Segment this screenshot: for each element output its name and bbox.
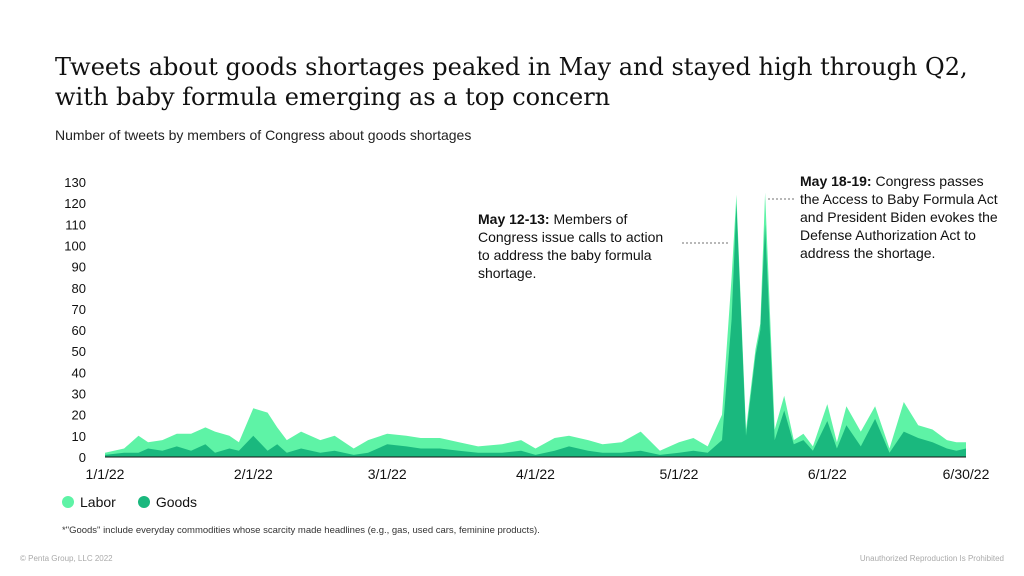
y-tick-label: 10 [72, 429, 86, 444]
series-area-goods [105, 203, 966, 457]
x-tick-label: 3/1/22 [368, 466, 407, 482]
y-tick-label: 110 [65, 217, 86, 232]
annotation-text: Congress passes the Access to Baby Formu… [800, 173, 998, 261]
y-tick-label: 40 [72, 365, 86, 380]
legend-swatch-labor [62, 496, 74, 508]
y-tick-label: 60 [72, 323, 86, 338]
y-tick-label: 90 [72, 260, 86, 275]
annotation-may-18-19: May 18-19: Congress passes the Access to… [800, 172, 1000, 262]
annotation-date: May 12-13: [478, 211, 550, 227]
x-axis: 1/1/22 2/1/22 3/1/22 4/1/22 5/1/22 6/1/22 6/30… [86, 456, 990, 482]
x-tick-label: 6/1/22 [808, 466, 847, 482]
annotation-may-12-13: May 12-13: Members of Congress issue cal… [478, 210, 678, 282]
x-tick-label: 4/1/22 [516, 466, 555, 482]
copyright: © Penta Group, LLC 2022 [20, 554, 113, 563]
legend-item-labor: Labor [62, 494, 116, 510]
legend-swatch-goods [137, 496, 150, 508]
y-tick-label: 30 [72, 387, 86, 402]
chart-legend: Labor Goods [62, 494, 211, 510]
annotation-date: May 18-19: [800, 173, 872, 189]
x-tick-label: 2/1/22 [234, 466, 273, 482]
y-tick-label: 130 [64, 175, 86, 190]
y-tick-label: 120 [64, 196, 86, 211]
y-tick-label: 80 [72, 281, 86, 296]
y-axis: 0 10 20 30 40 50 60 70 80 90 100 110 120 130 [64, 175, 86, 465]
y-tick-label: 50 [72, 344, 86, 359]
footnote: *"Goods" include everyday commodities wh… [62, 525, 540, 536]
chart-title: Tweets about goods shortages peaked in M… [55, 53, 968, 111]
y-tick-label: 20 [72, 408, 86, 423]
annotation-leaders [682, 198, 796, 244]
y-tick-label: 100 [64, 238, 86, 253]
y-tick-label: 0 [79, 450, 86, 465]
legend-item-goods: Goods [137, 494, 198, 510]
legend-label: Goods [155, 494, 198, 510]
chart-subtitle: Number of tweets by members of Congress … [55, 127, 472, 143]
series-area-labor [105, 192, 966, 457]
legend-label: Labor [80, 494, 116, 510]
rights-notice: Unauthorized Reproduction Is Prohibited [859, 554, 1004, 563]
x-tick-label: 5/1/22 [660, 466, 699, 482]
x-tick-label: 6/30/22 [943, 466, 990, 482]
annotation-text: Members of Congress issue calls to actio… [478, 211, 664, 281]
x-tick-label: 1/1/22 [86, 466, 125, 482]
y-tick-label: 70 [72, 302, 86, 317]
chart-areas [105, 192, 966, 457]
